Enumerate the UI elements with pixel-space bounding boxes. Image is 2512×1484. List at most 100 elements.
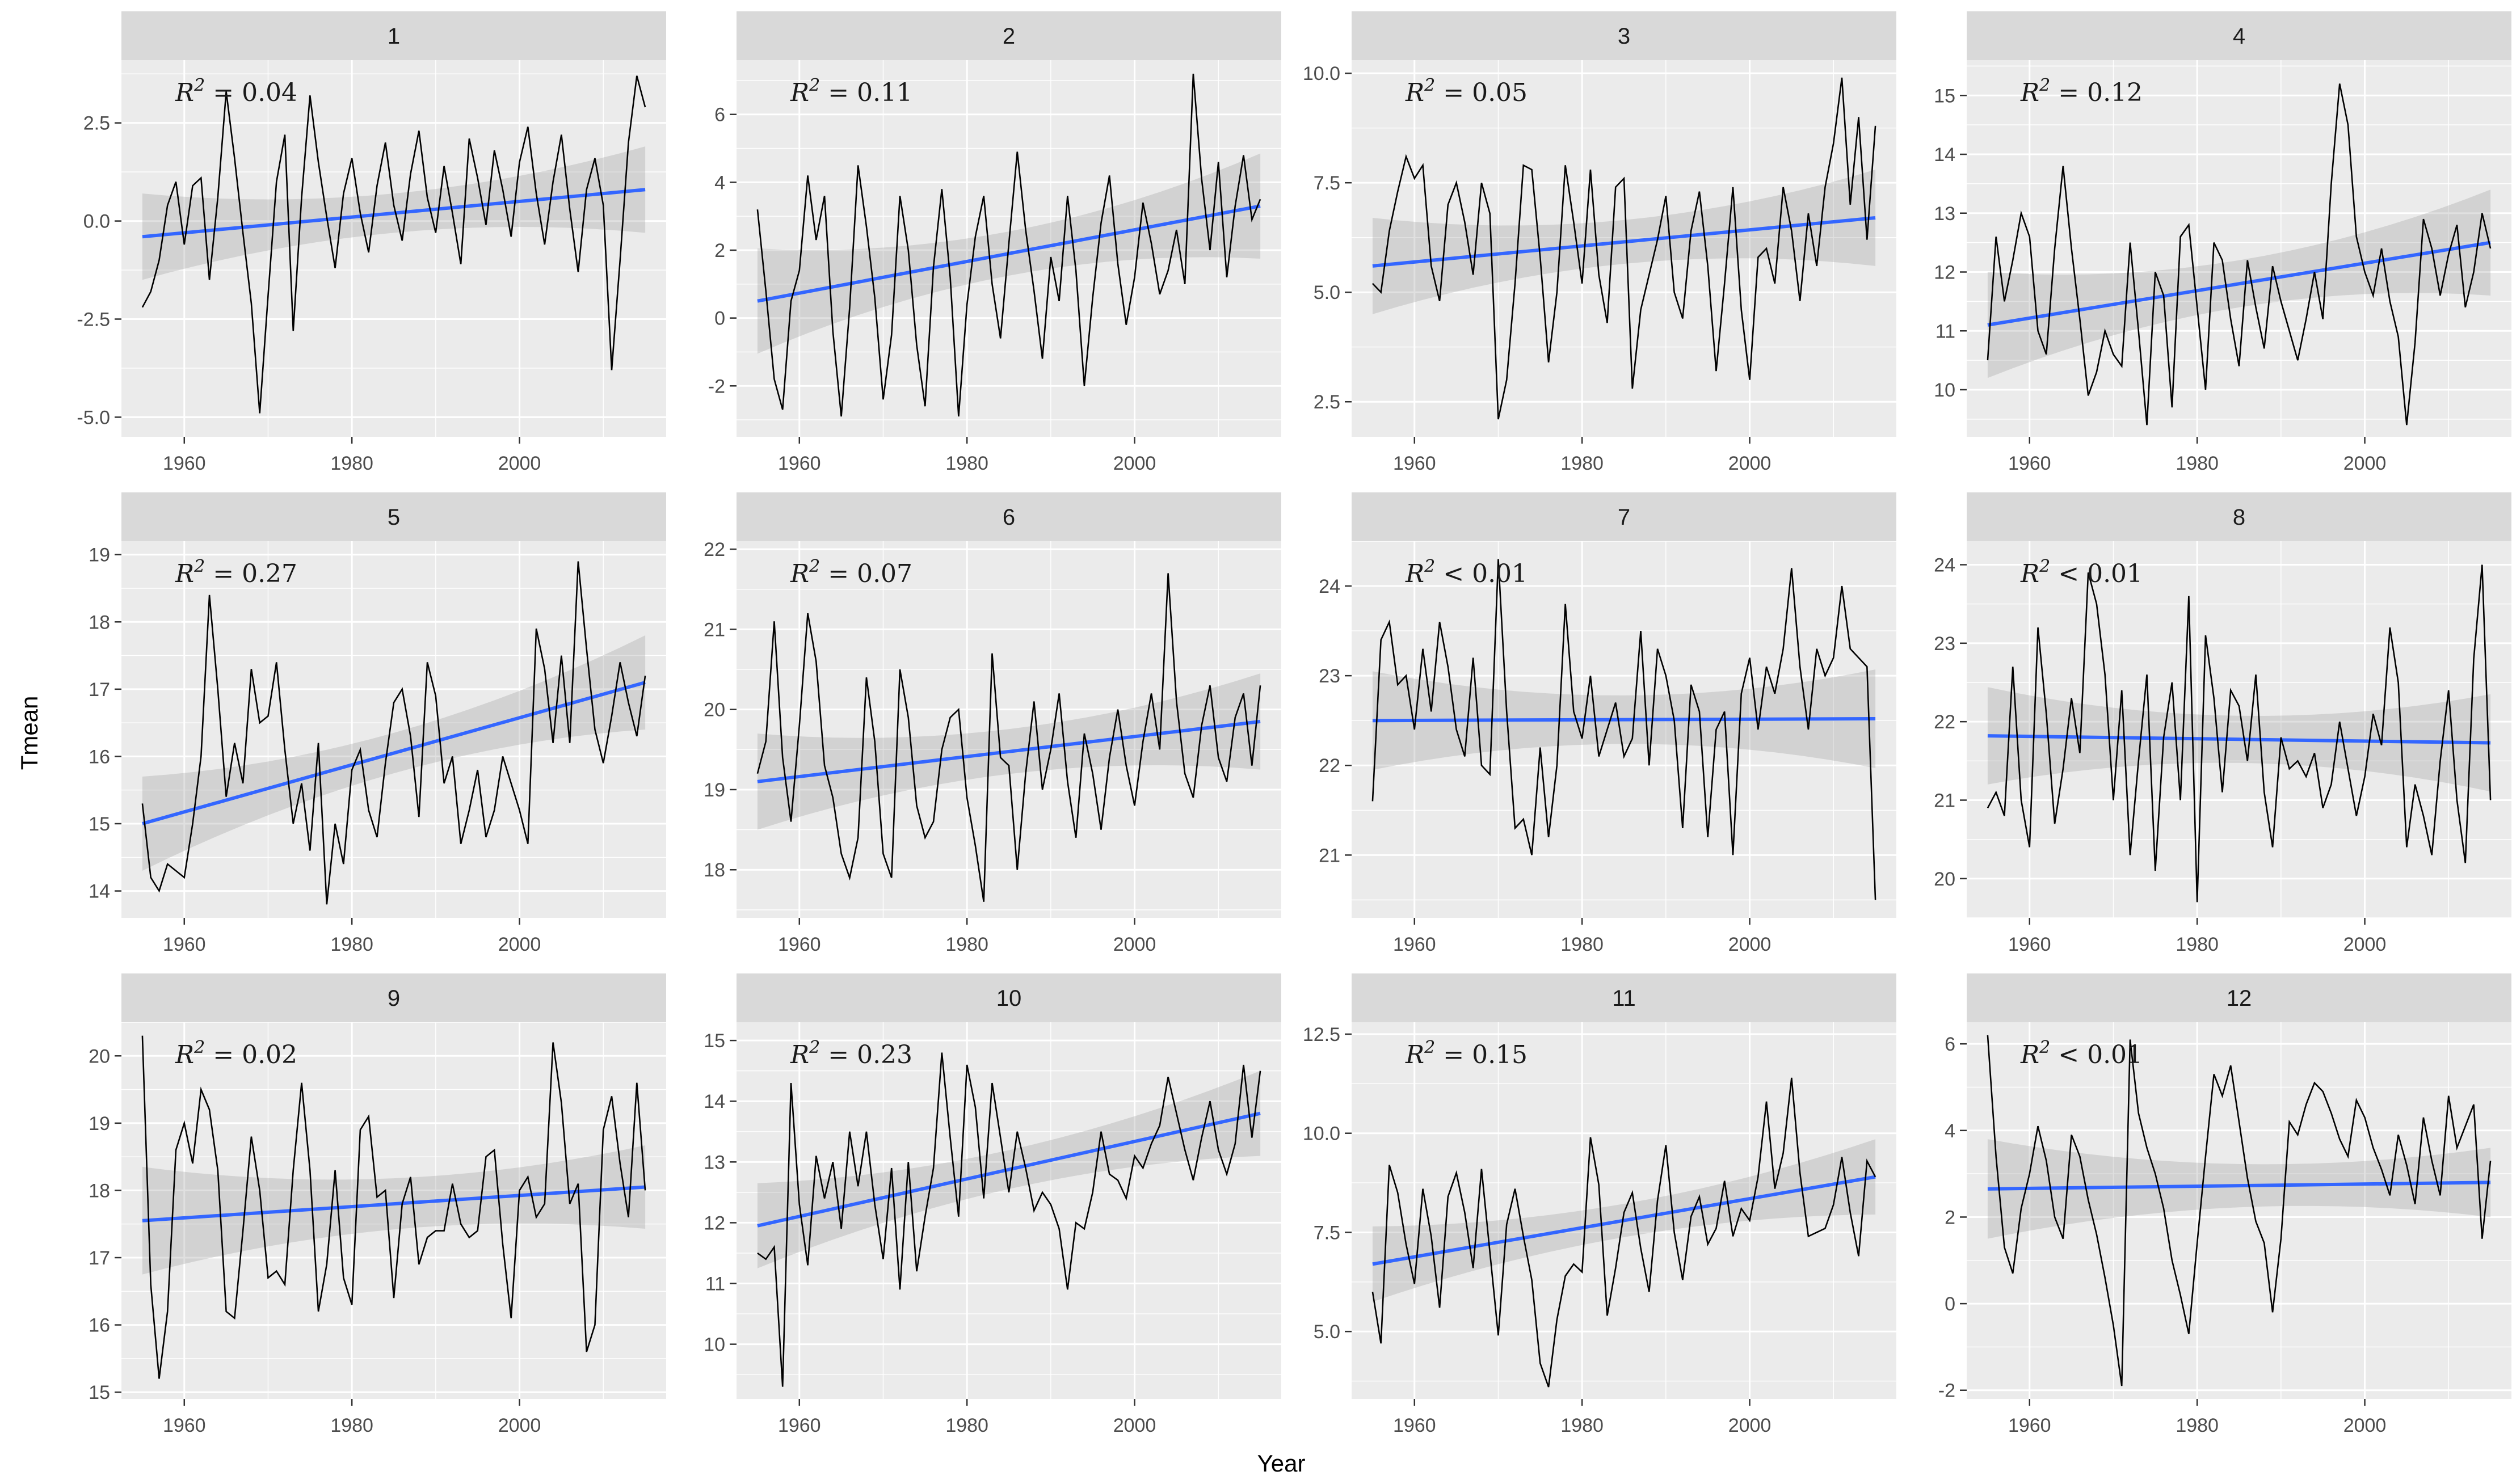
data-line [756,573,1261,902]
facet-strip [1967,11,2511,60]
y-tick-label: 6 [714,104,725,126]
data-line [1987,83,2492,425]
facet-panel-8: 8 R2 < 0.01 24 23 22 21 20 1960 1980 2000 [1934,492,2511,955]
panel-background [121,541,666,918]
y-tick-label: 7.5 [1314,1222,1340,1243]
y-axis-title: Tmean [16,695,43,770]
y-tick-label: -2 [708,376,725,397]
facet-strip-label: 8 [2233,505,2245,530]
data-line [1371,1077,1876,1388]
y-tick-label: 16 [89,746,110,768]
data-line [756,73,1261,417]
x-tick-label: 2000 [2343,934,2387,955]
y-tick-label: 10.0 [1303,1123,1340,1145]
y-tick-label: 22 [1934,711,1955,733]
x-tick-label: 2000 [2343,453,2387,474]
facet-panel-1: 1 R2 = 0.04 2.5 0.0 -2.5 -5.0 1960 1980 2000 [77,11,666,474]
x-tick-label: 1980 [1560,1415,1604,1436]
y-tick-label: 19 [89,545,110,566]
y-tick-label: 18 [704,859,725,881]
facet-strip [1352,11,1896,60]
y-tick-label: 11 [705,1274,725,1295]
facet-panel-2: 2 R2 = 0.11 6 4 2 0 -2 1960 1980 2000 [708,11,1281,474]
r-squared-annotation: R2 = 0.27 [175,556,297,588]
trend-line [1372,216,1876,268]
x-tick-label: 1980 [330,934,373,955]
facet-panel-4: 4 R2 = 0.12 15 14 13 12 11 10 1960 1980 2000 [1934,11,2511,474]
trend-line [757,1111,1261,1228]
r-squared-annotation: R2 < 0.01 [2020,1038,2143,1069]
y-tick-label: 0 [714,308,725,330]
x-tick-label: 2000 [498,934,541,955]
facet-strip-label: 6 [1003,505,1015,530]
x-tick-label: 2000 [1728,453,1772,474]
x-tick-label: 1980 [945,934,988,955]
facet-strip-label: 9 [388,986,400,1011]
x-tick-label: 1980 [2176,934,2219,955]
y-tick-label: 2 [714,240,725,262]
y-tick-label: 24 [1319,576,1340,597]
y-tick-label: 13 [1934,203,1955,225]
data-line [1371,77,1876,420]
trend-line [757,719,1261,783]
x-tick-label: 1960 [163,934,206,955]
y-tick-label: 4 [714,172,725,193]
facet-strip [1967,973,2511,1022]
panel-background [121,1022,666,1399]
facet-strip-label: 3 [1618,24,1630,49]
facet-grid: 1 R2 = 0.04 2.5 0.0 -2.5 -5.0 1960 1980 2000 2 R2 … [51,11,2511,1455]
y-tick-label: -2.5 [77,309,110,331]
x-axis-title: Year [1257,1450,1306,1477]
facet-strip [121,492,666,541]
x-tick-label: 1960 [2008,934,2051,955]
trend-line [757,204,1261,303]
x-tick-label: 1980 [945,1415,988,1436]
facet-panel-11: 11 R2 = 0.15 12.5 10.0 7.5 5.0 1960 1980 2000 [1303,973,1896,1436]
y-tick-label: 15 [1934,85,1955,107]
r-squared-annotation: R2 = 0.12 [2020,75,2143,107]
r-squared-annotation: R2 < 0.01 [1405,556,1528,588]
y-tick-label: 2.5 [1314,391,1340,413]
facet-panel-6: 6 R2 = 0.07 22 21 20 19 18 1960 1980 2000 [704,492,1281,955]
y-tick-label: 14 [1934,144,1955,166]
data-line [141,561,646,905]
r-squared-annotation: R2 = 0.15 [1405,1038,1528,1069]
x-tick-label: 1960 [163,1415,206,1436]
r-squared-annotation: R2 = 0.05 [1405,75,1528,107]
panel-background [1967,1022,2511,1399]
panel-background [1967,60,2511,437]
trend-line [142,1185,646,1222]
facet-strip-label: 10 [996,986,1022,1011]
y-tick-label: 11 [1935,321,1955,342]
r-squared-annotation: R2 = 0.11 [790,75,912,107]
x-tick-label: 1980 [2176,1415,2219,1436]
y-tick-label: 22 [704,539,725,560]
y-tick-label: 19 [704,779,725,801]
x-tick-label: 2000 [1728,1415,1772,1436]
confidence-ribbon [142,1145,646,1275]
y-tick-label: 2.5 [83,113,110,134]
y-tick-label: 13 [704,1152,725,1173]
x-tick-label: 1980 [2176,453,2219,474]
y-tick-label: 7.5 [1314,172,1340,194]
trend-line [142,681,646,825]
x-tick-label: 1960 [778,934,821,955]
y-tick-label: 4 [1945,1120,1955,1142]
y-tick-label: 20 [704,699,725,721]
y-tick-label: 24 [1934,555,1955,576]
data-line [1987,1035,2492,1386]
y-tick-label: -2 [1938,1380,1955,1402]
data-line [141,75,646,414]
facet-strip-label: 11 [1612,986,1636,1011]
y-tick-label: 21 [704,619,725,640]
y-tick-label: 16 [89,1315,110,1337]
data-line [1987,564,2492,903]
data-line [141,1035,646,1379]
trend-line [142,188,646,239]
facet-panel-12: 12 R2 < 0.01 6 4 2 0 -2 1960 1980 2000 [1938,973,2511,1436]
x-tick-label: 1960 [2008,1415,2051,1436]
r-squared-annotation: R2 = 0.07 [790,556,912,588]
facet-panel-7: 7 R2 < 0.01 24 23 22 21 1960 1980 2000 [1319,492,1896,955]
facet-panel-10: 10 R2 = 0.23 15 14 13 12 11 10 1960 1980 2000 [704,973,1281,1436]
x-tick-label: 2000 [2343,1415,2387,1436]
